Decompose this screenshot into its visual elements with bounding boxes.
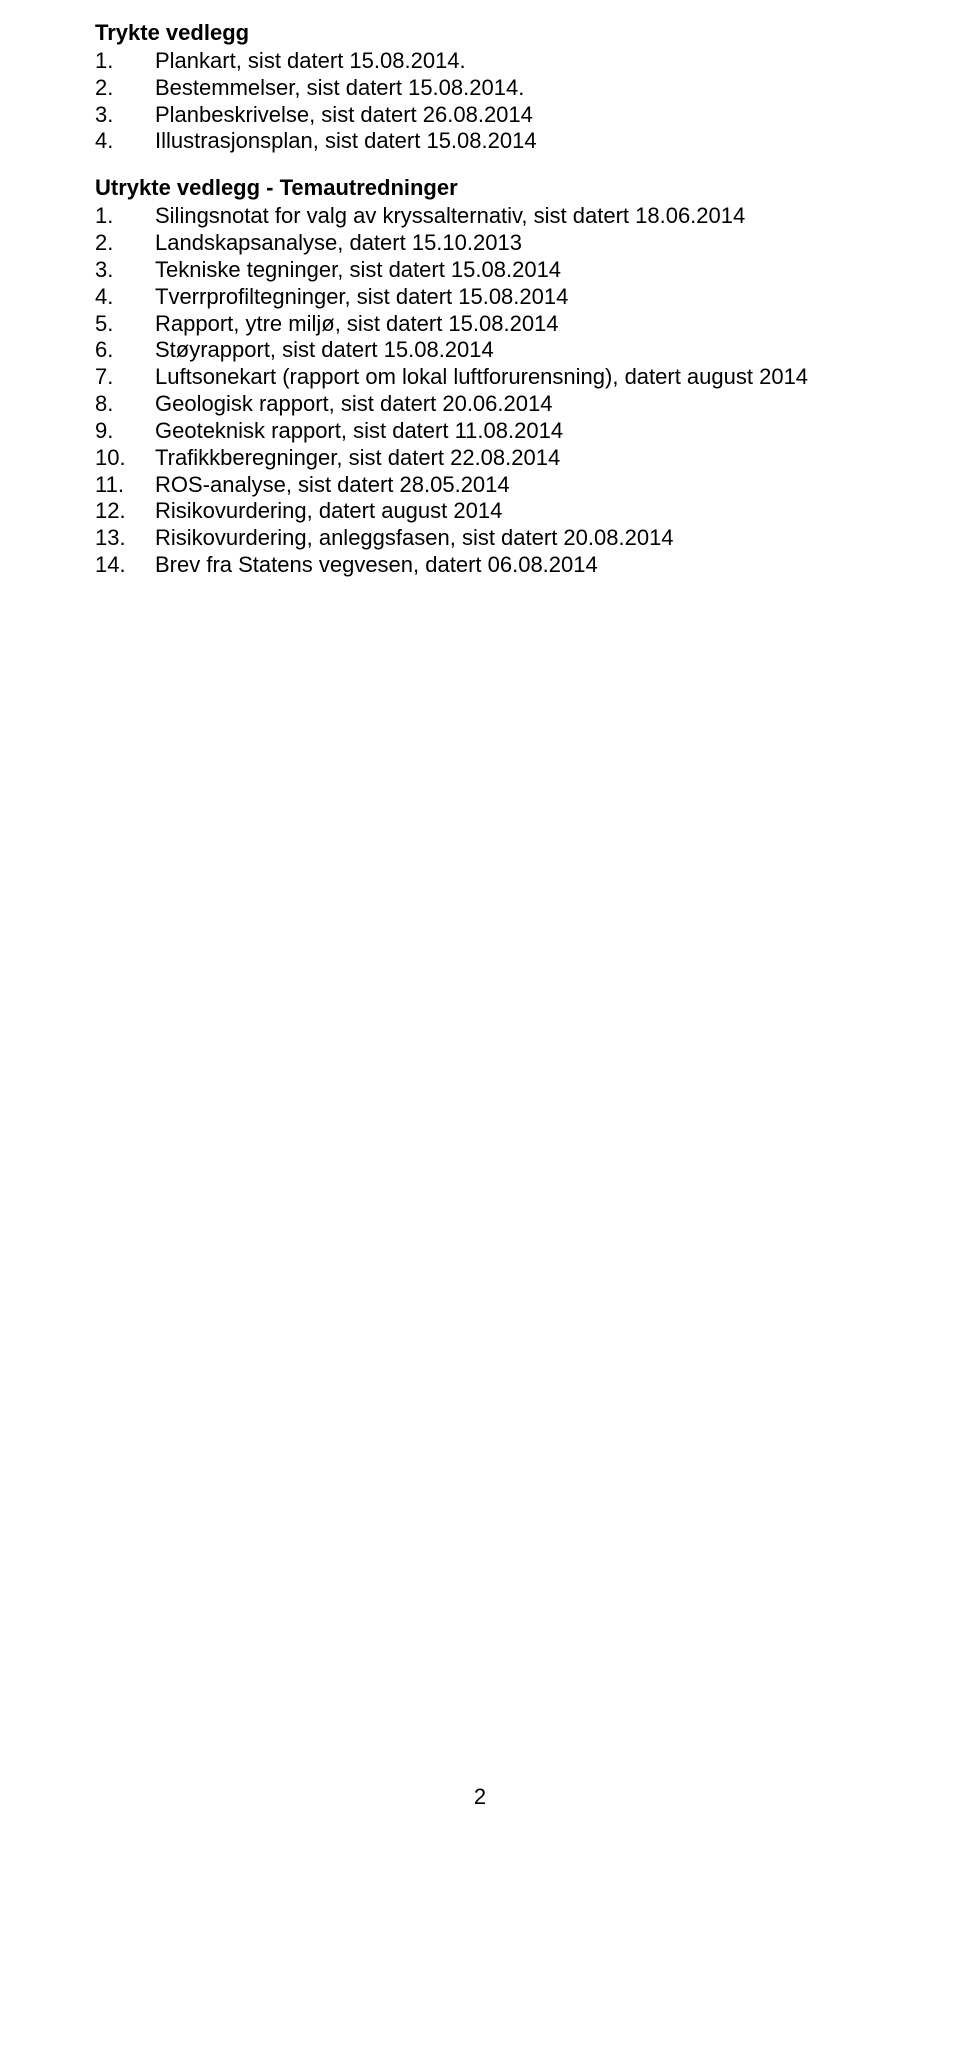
list-item: 2. Landskapsanalyse, datert 15.10.2013 (95, 230, 880, 257)
list-item-text: Illustrasjonsplan, sist datert 15.08.201… (155, 128, 537, 155)
list-item-number: 12. (95, 498, 155, 525)
list-item-text: ROS-analyse, sist datert 28.05.2014 (155, 472, 510, 499)
list-item-text: Geoteknisk rapport, sist datert 11.08.20… (155, 418, 563, 445)
list-item-number: 4. (95, 128, 155, 155)
list-item: 10. Trafikkberegninger, sist datert 22.0… (95, 445, 880, 472)
list-item-text: Rapport, ytre miljø, sist datert 15.08.2… (155, 311, 559, 338)
list-item: 7. Luftsonekart (rapport om lokal luftfo… (95, 364, 880, 391)
list-item: 4. Illustrasjonsplan, sist datert 15.08.… (95, 128, 880, 155)
list-item-text: Planbeskrivelse, sist datert 26.08.2014 (155, 102, 533, 129)
list-item-number: 14. (95, 552, 155, 579)
list-item-text: Luftsonekart (rapport om lokal luftforur… (155, 364, 808, 391)
list-item-text: Risikovurdering, anleggsfasen, sist date… (155, 525, 674, 552)
list-item-number: 2. (95, 75, 155, 102)
list-item-number: 9. (95, 418, 155, 445)
list-item-text: Risikovurdering, datert august 2014 (155, 498, 502, 525)
list-item-text: Brev fra Statens vegvesen, datert 06.08.… (155, 552, 598, 579)
list-item-number: 1. (95, 48, 155, 75)
list-item-text: Bestemmelser, sist datert 15.08.2014. (155, 75, 524, 102)
section2-heading: Utrykte vedlegg - Temautredninger (95, 175, 880, 201)
list-item: 9. Geoteknisk rapport, sist datert 11.08… (95, 418, 880, 445)
list-item: 2. Bestemmelser, sist datert 15.08.2014. (95, 75, 880, 102)
list-item-number: 4. (95, 284, 155, 311)
list-item-text: Tekniske tegninger, sist datert 15.08.20… (155, 257, 561, 284)
list-item-number: 10. (95, 445, 155, 472)
list-item-text: Landskapsanalyse, datert 15.10.2013 (155, 230, 522, 257)
list-item-number: 3. (95, 102, 155, 129)
list-item: 3. Tekniske tegninger, sist datert 15.08… (95, 257, 880, 284)
list-item: 1. Silingsnotat for valg av kryssalterna… (95, 203, 880, 230)
list-item: 13. Risikovurdering, anleggsfasen, sist … (95, 525, 880, 552)
list-item-text: Tverrprofiltegninger, sist datert 15.08.… (155, 284, 568, 311)
list-item: 1. Plankart, sist datert 15.08.2014. (95, 48, 880, 75)
list-item: 4. Tverrprofiltegninger, sist datert 15.… (95, 284, 880, 311)
list-item-number: 3. (95, 257, 155, 284)
list-item: 5. Rapport, ytre miljø, sist datert 15.0… (95, 311, 880, 338)
list-item-number: 8. (95, 391, 155, 418)
list-item-number: 2. (95, 230, 155, 257)
list-item: 12. Risikovurdering, datert august 2014 (95, 498, 880, 525)
list-item-number: 13. (95, 525, 155, 552)
list-item-number: 5. (95, 311, 155, 338)
list-item-number: 7. (95, 364, 155, 391)
list-item-text: Geologisk rapport, sist datert 20.06.201… (155, 391, 552, 418)
list-item: 11. ROS-analyse, sist datert 28.05.2014 (95, 472, 880, 499)
section1-list: 1. Plankart, sist datert 15.08.2014. 2. … (95, 48, 880, 155)
list-item-text: Silingsnotat for valg av kryssalternativ… (155, 203, 745, 230)
list-item: 8. Geologisk rapport, sist datert 20.06.… (95, 391, 880, 418)
section2-list: 1. Silingsnotat for valg av kryssalterna… (95, 203, 880, 579)
list-item-text: Støyrapport, sist datert 15.08.2014 (155, 337, 494, 364)
list-item: 14. Brev fra Statens vegvesen, datert 06… (95, 552, 880, 579)
page-number: 2 (474, 1784, 486, 1810)
list-item-number: 11. (95, 472, 155, 499)
list-item: 3. Planbeskrivelse, sist datert 26.08.20… (95, 102, 880, 129)
list-item-text: Trafikkberegninger, sist datert 22.08.20… (155, 445, 560, 472)
list-item-number: 1. (95, 203, 155, 230)
list-item: 6. Støyrapport, sist datert 15.08.2014 (95, 337, 880, 364)
list-item-text: Plankart, sist datert 15.08.2014. (155, 48, 466, 75)
section1-heading: Trykte vedlegg (95, 20, 880, 46)
list-item-number: 6. (95, 337, 155, 364)
